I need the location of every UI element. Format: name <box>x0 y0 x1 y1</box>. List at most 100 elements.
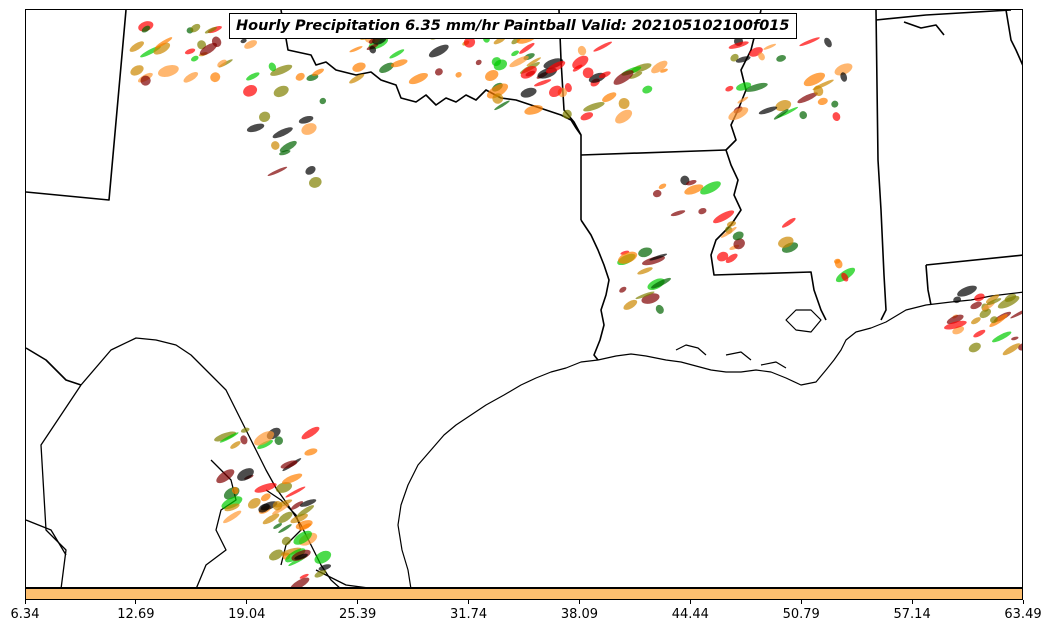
map-title: Hourly Precipitation 6.35 mm/hr Paintbal… <box>229 13 797 39</box>
colorbar-tick-label: 19.04 <box>228 607 266 622</box>
precip-blob <box>408 73 428 85</box>
precip-blob <box>221 496 243 510</box>
colorbar-tick-label: 57.14 <box>893 607 931 622</box>
precip-blob <box>658 183 667 190</box>
precip-blob <box>509 55 529 68</box>
colorbar-tick-label: 38.09 <box>560 607 599 622</box>
precip-blob <box>840 72 848 82</box>
precip-blob <box>990 316 998 324</box>
precip-blob <box>598 71 611 79</box>
precip-blob <box>297 505 314 517</box>
precip-blob <box>486 83 509 99</box>
colorbar-tick <box>246 600 248 604</box>
precip-blob <box>720 226 737 238</box>
precip-blob <box>267 166 288 176</box>
precip-blob <box>649 253 668 261</box>
precip-blob <box>492 93 504 104</box>
state-borders <box>26 10 1022 386</box>
precip-blob <box>318 564 332 571</box>
border-mx-states-2 <box>196 459 237 587</box>
precip-blob <box>272 503 290 515</box>
precip-blob <box>279 140 297 153</box>
precip-blob <box>237 468 254 481</box>
precip-blob <box>281 536 291 546</box>
precip-blob <box>268 62 277 72</box>
precip-blob <box>726 221 737 227</box>
precip-blob <box>254 431 275 446</box>
precip-blob <box>635 291 655 300</box>
precip-blob <box>520 87 537 98</box>
precip-blob <box>214 431 237 442</box>
precip-blob <box>246 72 260 81</box>
border-fl-west <box>925 264 932 306</box>
precip-blob <box>716 251 729 262</box>
colorbar-tick <box>689 600 691 604</box>
precip-blob <box>620 250 630 255</box>
precip-blob <box>728 41 749 49</box>
precip-blob <box>260 493 271 502</box>
precip-blob <box>744 82 768 92</box>
precip-blob <box>254 482 277 493</box>
precip-blob <box>349 46 363 53</box>
precip-blob <box>379 62 395 73</box>
precip-blob <box>281 473 303 485</box>
precip-blob <box>778 236 794 248</box>
precip-blob <box>817 97 828 106</box>
precip-blob <box>485 70 499 81</box>
precip-blob <box>545 60 566 74</box>
precip-blob <box>564 83 572 93</box>
precip-blob <box>831 100 839 108</box>
precip-blob <box>700 181 721 195</box>
border-al-ga <box>1005 10 1022 66</box>
precip-blob <box>154 37 173 49</box>
colorbar-tick <box>24 600 26 604</box>
border-mississippi <box>710 10 827 321</box>
precip-blob <box>725 253 738 264</box>
border-mx-states-1 <box>40 384 82 587</box>
colorbar-tick <box>800 600 802 604</box>
precip-blob <box>223 510 242 524</box>
precip-blob <box>257 440 274 449</box>
precip-blob <box>615 109 633 124</box>
precip-blob <box>272 127 293 139</box>
precip-blob <box>140 75 151 86</box>
precip-blob <box>763 43 776 50</box>
precip-blob <box>301 123 317 135</box>
precip-blob <box>304 448 318 456</box>
precip-blob <box>278 511 293 524</box>
gulf-coastline <box>397 291 1022 587</box>
border-ar-la <box>580 149 727 156</box>
precip-blob <box>992 331 1012 343</box>
precip-blob <box>713 210 735 224</box>
precip-blob <box>243 85 258 97</box>
precip-blob <box>660 68 668 73</box>
precip-blob <box>974 293 985 302</box>
precip-blob <box>638 247 653 258</box>
border-sw-corner <box>26 519 67 556</box>
precip-blob <box>524 105 543 115</box>
precip-blob <box>812 79 834 91</box>
precip-blob <box>274 436 284 445</box>
precip-blob <box>314 550 332 564</box>
precip-blob <box>602 92 617 103</box>
precip-blob <box>618 98 630 109</box>
precip-blob <box>619 286 627 293</box>
precip-blob <box>686 180 697 186</box>
colorbar-tick-label: 6.34 <box>10 607 40 622</box>
precip-blob <box>217 59 227 68</box>
border-nm-tx-north <box>26 10 127 201</box>
border-tn <box>903 21 945 36</box>
precip-blob <box>270 64 293 76</box>
mexico-borders <box>26 337 366 587</box>
precip-blob <box>968 342 981 353</box>
coast-bays <box>785 309 822 333</box>
colorbar-tick-label: 31.74 <box>449 607 488 622</box>
precip-blob <box>309 176 322 188</box>
precip-blob <box>230 441 241 449</box>
precip-blob <box>637 267 653 275</box>
colorbar-tick-label: 12.69 <box>117 607 155 622</box>
precip-blob <box>841 272 849 282</box>
precip-blob <box>293 530 312 545</box>
precip-blob <box>216 469 235 484</box>
border-nm-west <box>26 347 82 386</box>
